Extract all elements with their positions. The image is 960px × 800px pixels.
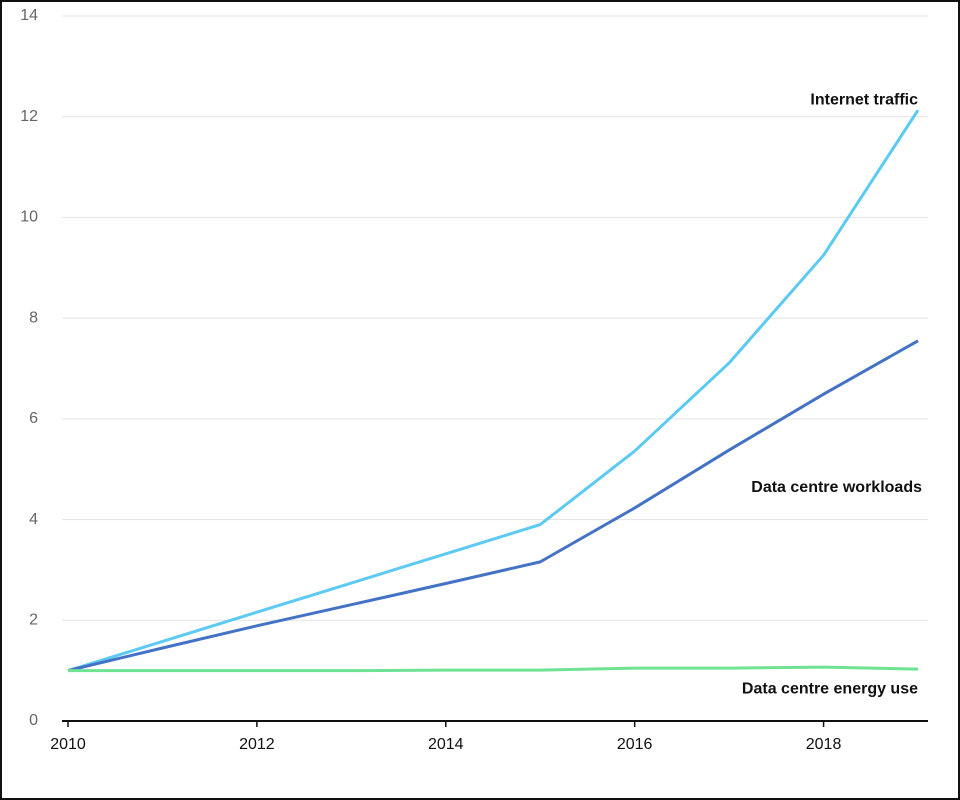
series-label: Data centre workloads [751,479,922,496]
x-tick-label: 2016 [617,736,653,753]
y-tick-label: 10 [20,209,38,226]
x-tick-label: 2018 [806,736,842,753]
series-line [67,109,920,673]
y-tick-label: 6 [29,410,38,427]
y-tick-label: 4 [29,511,38,528]
y-tick-label: 2 [29,612,38,629]
series-line [67,339,919,673]
x-tick-label: 2012 [239,736,275,753]
y-tick-label: 8 [29,309,38,326]
y-tick-label: 0 [29,712,38,729]
x-tick-label: 2010 [50,736,86,753]
series-line [68,665,919,673]
y-tick-label: 14 [20,7,38,24]
series-label: Data centre energy use [742,680,918,697]
x-tick-label: 2014 [428,736,464,753]
y-tick-label: 12 [20,108,38,125]
series-label: Internet traffic [810,91,918,108]
